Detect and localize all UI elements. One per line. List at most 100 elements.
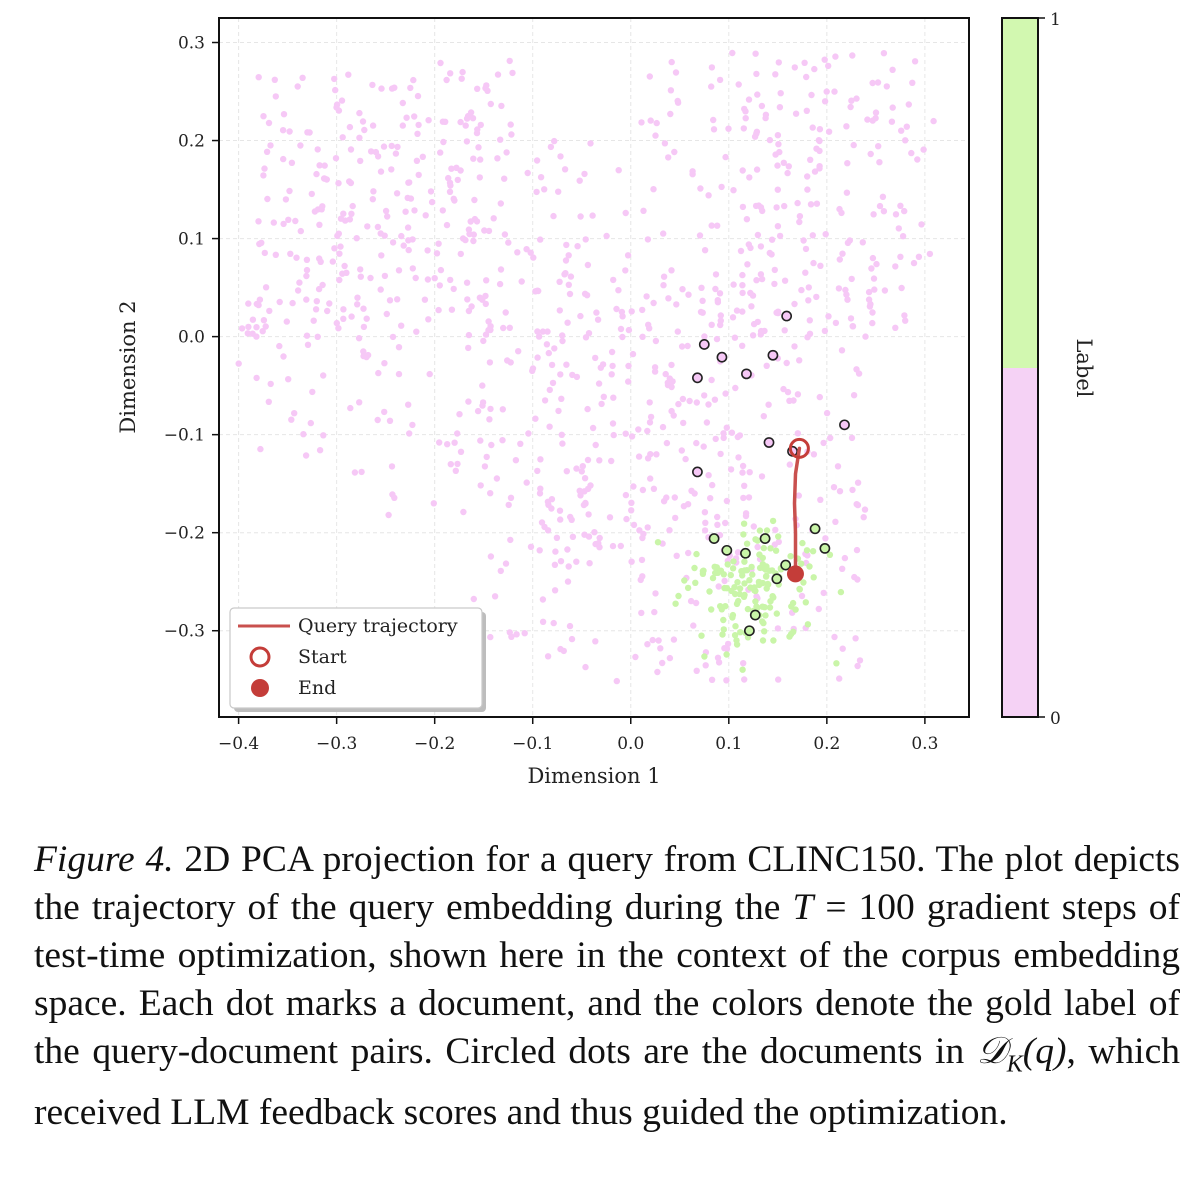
document-point-label0 <box>673 552 680 559</box>
document-point-label0 <box>775 676 782 683</box>
document-point-label0 <box>775 59 782 66</box>
document-point-label0 <box>436 439 443 446</box>
document-point-label0 <box>739 308 746 315</box>
document-point-label0 <box>751 133 759 140</box>
document-point-label0 <box>404 224 412 231</box>
circled-document-label0 <box>781 310 793 322</box>
document-point-label0 <box>499 406 506 413</box>
document-point-label0 <box>753 166 761 173</box>
document-point-label0 <box>309 388 316 396</box>
document-point-label0 <box>685 291 692 298</box>
document-point-label0 <box>740 494 747 502</box>
document-point-label0 <box>739 469 746 476</box>
legend-label-start: Start <box>298 646 347 668</box>
document-point-label0 <box>245 323 252 331</box>
document-point-label0 <box>603 232 610 240</box>
document-point-label0 <box>670 636 678 643</box>
document-point-label0 <box>745 494 753 501</box>
x-tick-label: −0.2 <box>414 734 455 754</box>
document-point-label0 <box>377 168 385 175</box>
document-point-label0 <box>256 240 263 248</box>
document-point-label1 <box>763 585 770 592</box>
document-point-label0 <box>412 274 419 282</box>
document-point-label0 <box>340 315 347 322</box>
document-point-label0 <box>487 553 495 560</box>
document-point-label0 <box>869 309 876 316</box>
document-point-label0 <box>701 509 709 516</box>
document-point-label0 <box>413 157 421 164</box>
document-point-label0 <box>888 118 896 125</box>
document-point-label0 <box>473 129 481 137</box>
document-point-label0 <box>411 113 418 120</box>
document-point-label0 <box>506 57 513 65</box>
document-point-label0 <box>581 170 588 178</box>
document-point-label1 <box>762 573 770 580</box>
y-tick-label: 0.0 <box>178 328 205 348</box>
document-point-label0 <box>644 641 651 648</box>
circled-document-label0 <box>698 339 710 350</box>
circled-document-label0 <box>767 349 779 361</box>
document-point-label0 <box>457 250 464 258</box>
document-point-label1 <box>759 618 766 625</box>
document-point-label0 <box>905 101 912 108</box>
document-point-label0 <box>253 324 260 331</box>
document-point-label0 <box>437 266 445 274</box>
document-point-label0 <box>667 110 674 118</box>
document-point-label0 <box>871 286 878 293</box>
document-point-label0 <box>705 401 712 408</box>
document-point-label0 <box>801 59 808 66</box>
document-point-label0 <box>316 162 323 169</box>
document-point-label0 <box>853 95 860 102</box>
document-point-label0 <box>496 280 504 288</box>
document-point-label0 <box>591 529 598 536</box>
document-point-label0 <box>638 609 645 617</box>
document-point-label0 <box>414 130 421 137</box>
document-point-label0 <box>644 524 651 531</box>
circled-document-label0 <box>716 351 728 363</box>
document-point-label0 <box>551 345 558 352</box>
document-point-label0 <box>786 397 793 404</box>
document-point-label0 <box>850 392 858 399</box>
document-point-label0 <box>565 563 572 570</box>
document-point-label0 <box>535 333 543 340</box>
document-point-label0 <box>430 500 437 507</box>
document-point-label0 <box>872 115 879 122</box>
document-point-label0 <box>869 254 877 262</box>
document-point-label0 <box>364 223 371 230</box>
document-point-label0 <box>235 360 242 367</box>
document-point-label0 <box>529 367 536 375</box>
document-point-label0 <box>836 256 843 263</box>
document-point-label0 <box>454 430 461 437</box>
document-point-label0 <box>880 208 888 215</box>
document-point-label0 <box>708 83 715 90</box>
document-point-label0 <box>817 262 824 269</box>
document-point-label0 <box>784 169 791 177</box>
document-point-label0 <box>674 97 681 105</box>
document-point-label0 <box>559 332 566 339</box>
document-point-label0 <box>369 81 376 89</box>
document-point-label0 <box>369 122 377 129</box>
document-point-label0 <box>794 199 801 207</box>
document-point-label0 <box>340 306 347 313</box>
document-point-label1 <box>804 621 812 628</box>
circled-document-label1 <box>780 559 792 571</box>
document-point-label0 <box>424 247 431 254</box>
document-point-label0 <box>403 114 410 121</box>
document-point-label1 <box>681 577 688 584</box>
document-point-label1 <box>720 616 727 624</box>
document-point-label0 <box>847 315 855 322</box>
document-point-label0 <box>743 216 751 223</box>
document-point-label0 <box>581 488 588 495</box>
document-point-label0 <box>718 183 725 191</box>
document-point-label0 <box>754 543 761 551</box>
document-point-label1 <box>733 600 741 608</box>
document-point-label0 <box>660 282 667 289</box>
document-point-label0 <box>469 115 477 122</box>
document-point-label0 <box>618 308 626 316</box>
document-point-label0 <box>587 140 594 147</box>
document-point-label0 <box>585 511 592 518</box>
document-point-label1 <box>799 539 806 547</box>
document-point-label1 <box>746 577 753 584</box>
document-point-label0 <box>651 368 659 375</box>
document-point-label0 <box>573 373 581 381</box>
